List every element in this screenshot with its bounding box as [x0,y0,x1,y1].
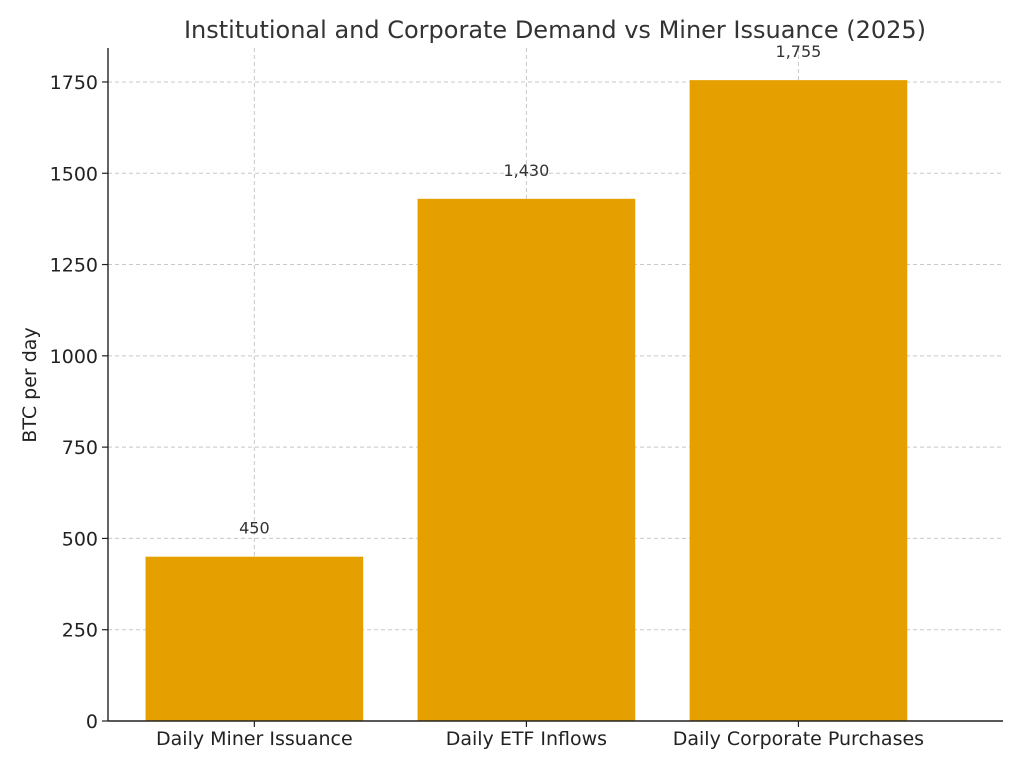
y-tick-label: 1250 [50,255,98,277]
x-tick-label: Daily Miner Issuance [156,728,353,750]
y-tick-label: 750 [62,437,98,459]
bar [689,80,908,721]
x-tick-label: Daily Corporate Purchases [673,728,924,750]
axis-layer [107,48,1003,722]
bar-value-label: 1,430 [503,161,549,180]
y-tick-label: 250 [62,620,98,642]
y-axis-label: BTC per day [19,327,41,442]
bar [417,198,636,721]
y-tick-label: 1500 [50,163,98,185]
tick-layer [102,81,800,727]
y-tick-label: 500 [62,528,98,550]
x-tick-label: Daily ETF Inflows [446,728,607,750]
y-tick-label: 0 [86,711,98,733]
y-tick-label: 1750 [50,72,98,94]
bar-layer [145,80,908,721]
bar [145,556,364,721]
bar-value-label: 450 [239,519,270,538]
chart-title: Institutional and Corporate Demand vs Mi… [184,16,926,44]
label-layer: 0 250 500 750 1000 1250 1500 1750 Daily Miner Is… [50,42,924,750]
bar-value-label: 1,755 [776,42,822,61]
y-tick-label: 1000 [50,346,98,368]
